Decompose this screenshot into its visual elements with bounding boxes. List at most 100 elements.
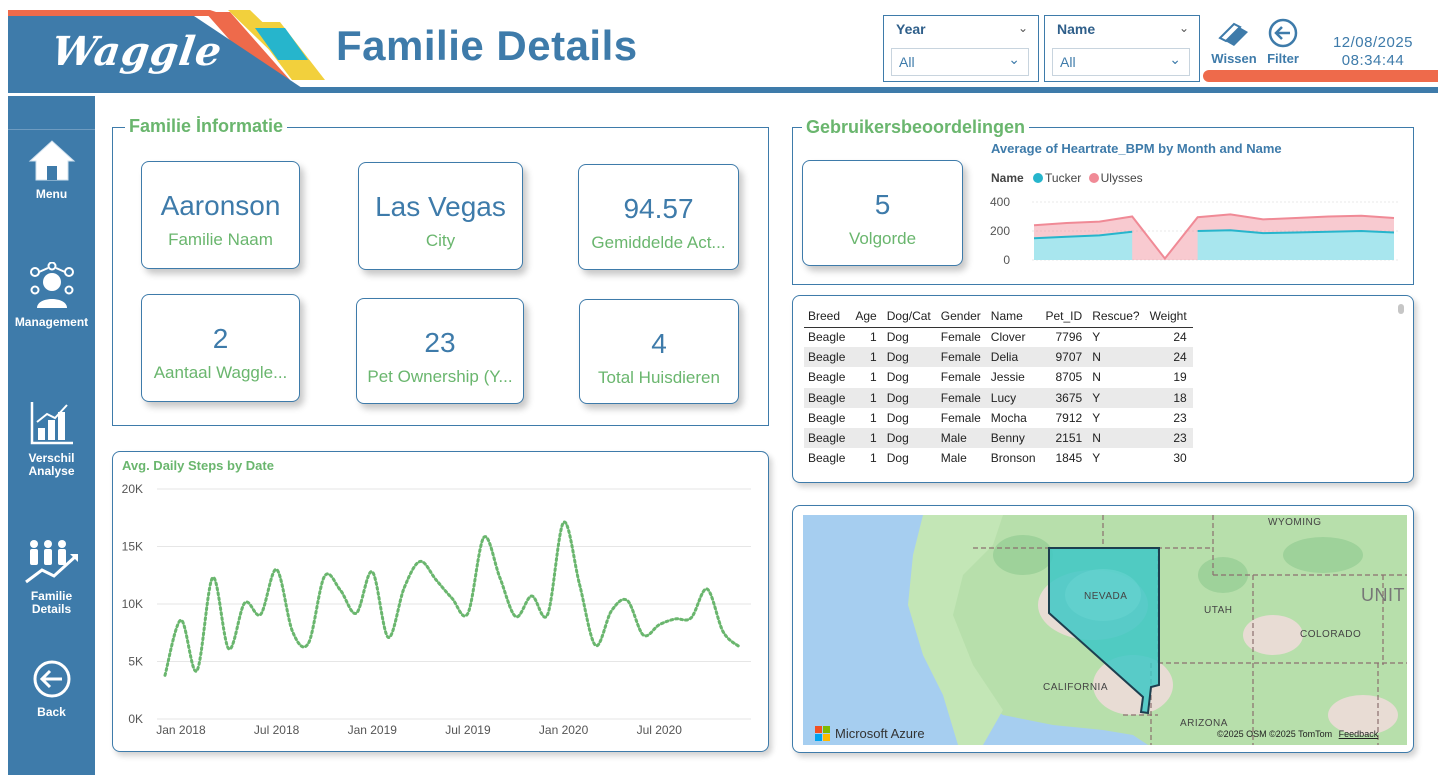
- sidebar-item-management[interactable]: Management: [8, 262, 95, 329]
- sidebar-item-verschil-analyse[interactable]: Verschil Analyse: [8, 400, 95, 478]
- table-cell: 1: [851, 427, 883, 449]
- legend-item-tucker[interactable]: Tucker: [1045, 171, 1082, 185]
- table-header-row: Breed Age Dog/Cat Gender Name Pet_ID Rescue? We…: [804, 305, 1193, 328]
- chevron-down-icon[interactable]: ⌄: [1169, 52, 1181, 68]
- bar-chart-icon: [30, 402, 73, 445]
- reviews-title: Gebruikersbeoordelingen: [802, 117, 1030, 138]
- ulysses-line[interactable]: [1033, 213, 1395, 261]
- table-cell: Beagle: [808, 451, 846, 466]
- map-label-nevada: NEVADA: [1084, 591, 1128, 602]
- table-cell: Y: [1092, 451, 1101, 466]
- management-icon: [29, 262, 74, 308]
- map-label-united-states: UNIT: [1361, 585, 1405, 605]
- sidebar-item-label: Familie: [30, 589, 73, 603]
- kpi-card-order[interactable]: 5 Volgorde: [802, 160, 963, 266]
- y-tick-label: 10K: [122, 597, 143, 611]
- year-dropdown[interactable]: All ⌄: [891, 48, 1029, 76]
- table-cell: Dog: [882, 387, 937, 408]
- tucker-line[interactable]: [1197, 229, 1395, 235]
- nevada-map[interactable]: WYOMING NEVADA UTAH COLORADO CALIFORNIA …: [803, 515, 1407, 745]
- map-label-california: CALIFORNIA: [1043, 682, 1109, 693]
- year-slicer[interactable]: Year ⌄ All ⌄: [883, 15, 1039, 82]
- y-tick-label: 0K: [128, 712, 143, 726]
- y-tick-label: 5K: [128, 655, 143, 669]
- name-dropdown-value: All: [1060, 54, 1076, 70]
- steps-chart-panel[interactable]: [112, 451, 769, 752]
- map-feedback-link[interactable]: Feedback: [1338, 729, 1379, 739]
- map-provider: Microsoft Azure: [835, 726, 925, 741]
- map-canvas[interactable]: [803, 515, 1407, 745]
- column-header[interactable]: Pet_ID: [1041, 305, 1089, 328]
- year-slicer-title: Year: [896, 21, 926, 37]
- chevron-down-icon[interactable]: ⌄: [1017, 21, 1028, 35]
- table-cell: 1: [851, 347, 883, 368]
- table-row[interactable]: Beagle 1 Dog Female Clover 7796 Y 24: [804, 327, 1193, 347]
- table-scrollbar[interactable]: [1398, 304, 1404, 314]
- table-row[interactable]: Beagle 1 Dog Male Benny 2151 N 23: [804, 427, 1193, 449]
- chevron-down-icon[interactable]: ⌄: [1178, 21, 1189, 35]
- kpi-value: 2: [212, 323, 229, 354]
- header-stripes: [8, 10, 325, 80]
- table-cell: 1845: [1055, 451, 1083, 466]
- kpi-card-average-activity[interactable]: 94.57 Gemiddelde Act...: [578, 164, 739, 270]
- kpi-value: 23: [424, 327, 456, 358]
- sidebar-item-menu[interactable]: Menu: [8, 138, 95, 201]
- name-dropdown[interactable]: All ⌄: [1052, 48, 1190, 76]
- table-cell: Dog: [886, 330, 909, 345]
- table-cell: Female: [940, 370, 981, 385]
- column-header[interactable]: Age: [851, 305, 883, 328]
- kpi-label: Gemiddelde Act...: [591, 233, 726, 252]
- column-header[interactable]: Weight: [1145, 305, 1193, 328]
- chevron-down-icon[interactable]: ⌄: [1008, 52, 1020, 68]
- table-row[interactable]: Beagle 1 Dog Female Mocha 7912 Y 23: [804, 408, 1193, 428]
- home-icon: [28, 140, 75, 181]
- table-cell: Dog: [886, 451, 909, 466]
- heartrate-chart-title: Average of Heartrate_BPM by Month and Na…: [991, 141, 1282, 156]
- table-cell: 7912: [1055, 410, 1083, 425]
- name-slicer-title: Name: [1057, 21, 1096, 37]
- column-header[interactable]: Dog/Cat: [882, 305, 937, 328]
- tucker-line[interactable]: [1033, 230, 1133, 240]
- table-cell: 24: [1173, 330, 1187, 345]
- microsoft-azure-logo: Microsoft Azure: [815, 726, 925, 741]
- kpi-card-city[interactable]: Las Vegas City: [358, 162, 523, 270]
- heartrate-area-chart[interactable]: 0 200 400: [990, 192, 1400, 270]
- sidebar-item-familie-details[interactable]: Familie Details: [8, 538, 95, 616]
- table-cell: 2151: [1041, 427, 1089, 449]
- table-row[interactable]: Beagle 1 Dog Male Bronson 1845 Y 30: [804, 448, 1193, 468]
- table-cell: Jessie: [990, 370, 1025, 385]
- legend-item-ulysses[interactable]: Ulysses: [1100, 171, 1143, 185]
- table-cell: 9707: [1041, 347, 1089, 368]
- table-cell: N: [1088, 427, 1146, 449]
- sidebar-item-label: Management: [14, 315, 89, 329]
- column-header[interactable]: Name: [986, 305, 1042, 328]
- column-header[interactable]: Breed: [804, 305, 852, 328]
- table-row[interactable]: Beagle 1 Dog Female Jessie 8705 N 19: [804, 367, 1193, 387]
- kpi-card-family-name[interactable]: Aaronson Familie Naam: [141, 161, 300, 269]
- kpi-value: 94.57: [623, 193, 694, 224]
- table-cell: Bronson: [990, 451, 1036, 466]
- table-cell: Lucy: [986, 387, 1042, 408]
- steps-series-line[interactable]: [163, 520, 741, 677]
- table-row[interactable]: Beagle 1 Dog Female Lucy 3675 Y 18: [804, 387, 1193, 408]
- tucker-area[interactable]: [1197, 230, 1394, 260]
- year-dropdown-value: All: [899, 54, 915, 70]
- name-slicer[interactable]: Name ⌄ All ⌄: [1044, 15, 1200, 82]
- tucker-area[interactable]: [1034, 231, 1133, 260]
- kpi-value: 4: [651, 328, 667, 359]
- sidebar-item-back[interactable]: Back: [8, 658, 95, 719]
- steps-line-chart[interactable]: 0K 5K 10K 15K 20K Jan 2018 Jul 2018 Jan 2019 Jul…: [113, 475, 767, 745]
- kpi-card-pet-ownership[interactable]: 23 Pet Ownership (Y...: [356, 298, 524, 404]
- kpi-card-total-pets[interactable]: 4 Total Huisdieren: [579, 299, 739, 404]
- column-header[interactable]: Gender: [936, 305, 987, 328]
- eraser-icon: [1218, 22, 1248, 46]
- clear-filters-button[interactable]: Wissen: [1210, 18, 1258, 66]
- sidebar-item-label: Analyse: [28, 464, 75, 478]
- table-cell: Y: [1092, 410, 1101, 425]
- table-cell: Female: [940, 330, 981, 345]
- column-header[interactable]: Rescue?: [1088, 305, 1146, 328]
- y-tick-label: 15K: [122, 540, 143, 554]
- table-row[interactable]: Beagle 1 Dog Female Delia 9707 N 24: [804, 347, 1193, 368]
- filter-back-button[interactable]: Filter: [1262, 18, 1304, 66]
- kpi-card-waggle-count[interactable]: 2 Aantaal Waggle...: [141, 294, 300, 402]
